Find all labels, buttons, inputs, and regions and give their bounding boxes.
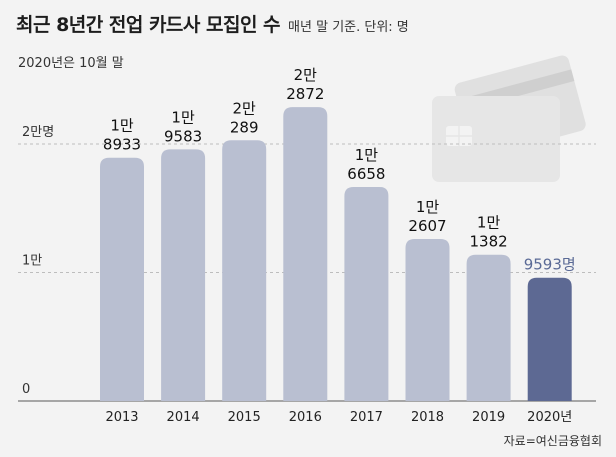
- source-note: 자료=여신금융협회: [503, 434, 602, 448]
- x-tick-label: 2013: [105, 410, 138, 425]
- x-tick-label: 2014: [167, 410, 200, 425]
- x-tick-label: 2020년: [527, 410, 572, 425]
- bar-2016: [283, 107, 328, 402]
- value-label: 1만: [110, 117, 134, 135]
- y-tick-label: 0: [22, 382, 30, 397]
- y-tick-label: 1만: [22, 254, 42, 269]
- x-tick-label: 2015: [228, 410, 261, 425]
- value-label: 1만: [355, 146, 379, 164]
- bar-2020년: [527, 277, 572, 401]
- bar-2014: [161, 149, 206, 401]
- bar-2013: [100, 157, 144, 401]
- bar-2019: [466, 254, 511, 401]
- value-label: 2만: [233, 99, 257, 117]
- title-row: 최근 8년간 전업 카드사 모집인 수 매년 말 기준. 단위: 명: [16, 10, 409, 37]
- bar-2017: [344, 186, 389, 401]
- card-illustration: [432, 55, 586, 182]
- value-label: 2872: [286, 85, 324, 103]
- bar-2018: [405, 239, 450, 401]
- chart-subtitle: 매년 말 기준. 단위: 명: [288, 20, 409, 35]
- chart-note: 2020년은 10월 말: [18, 56, 124, 71]
- x-tick-label: 2017: [350, 410, 383, 425]
- value-label: 1만: [477, 214, 501, 232]
- bar-2015: [222, 140, 267, 401]
- value-label: 9593명: [524, 256, 576, 274]
- x-tick-label: 2018: [411, 410, 444, 425]
- value-label: 1382: [470, 233, 508, 251]
- value-label: 2만: [294, 66, 318, 84]
- bar-layer: [100, 107, 572, 402]
- card-front-shape: [432, 96, 560, 182]
- y-tick-label: 2만명: [22, 125, 54, 140]
- value-label: 289: [230, 118, 259, 136]
- value-label: 1만: [171, 108, 195, 126]
- x-tick-label: 2019: [472, 410, 505, 425]
- chart-title: 최근 8년간 전업 카드사 모집인 수: [16, 14, 281, 36]
- value-label: 9583: [164, 127, 202, 145]
- value-label: 6658: [347, 165, 385, 183]
- value-label: 2607: [408, 217, 446, 235]
- x-tick-label: 2016: [289, 410, 322, 425]
- value-label: 1만: [416, 198, 440, 216]
- value-label: 8933: [103, 136, 141, 154]
